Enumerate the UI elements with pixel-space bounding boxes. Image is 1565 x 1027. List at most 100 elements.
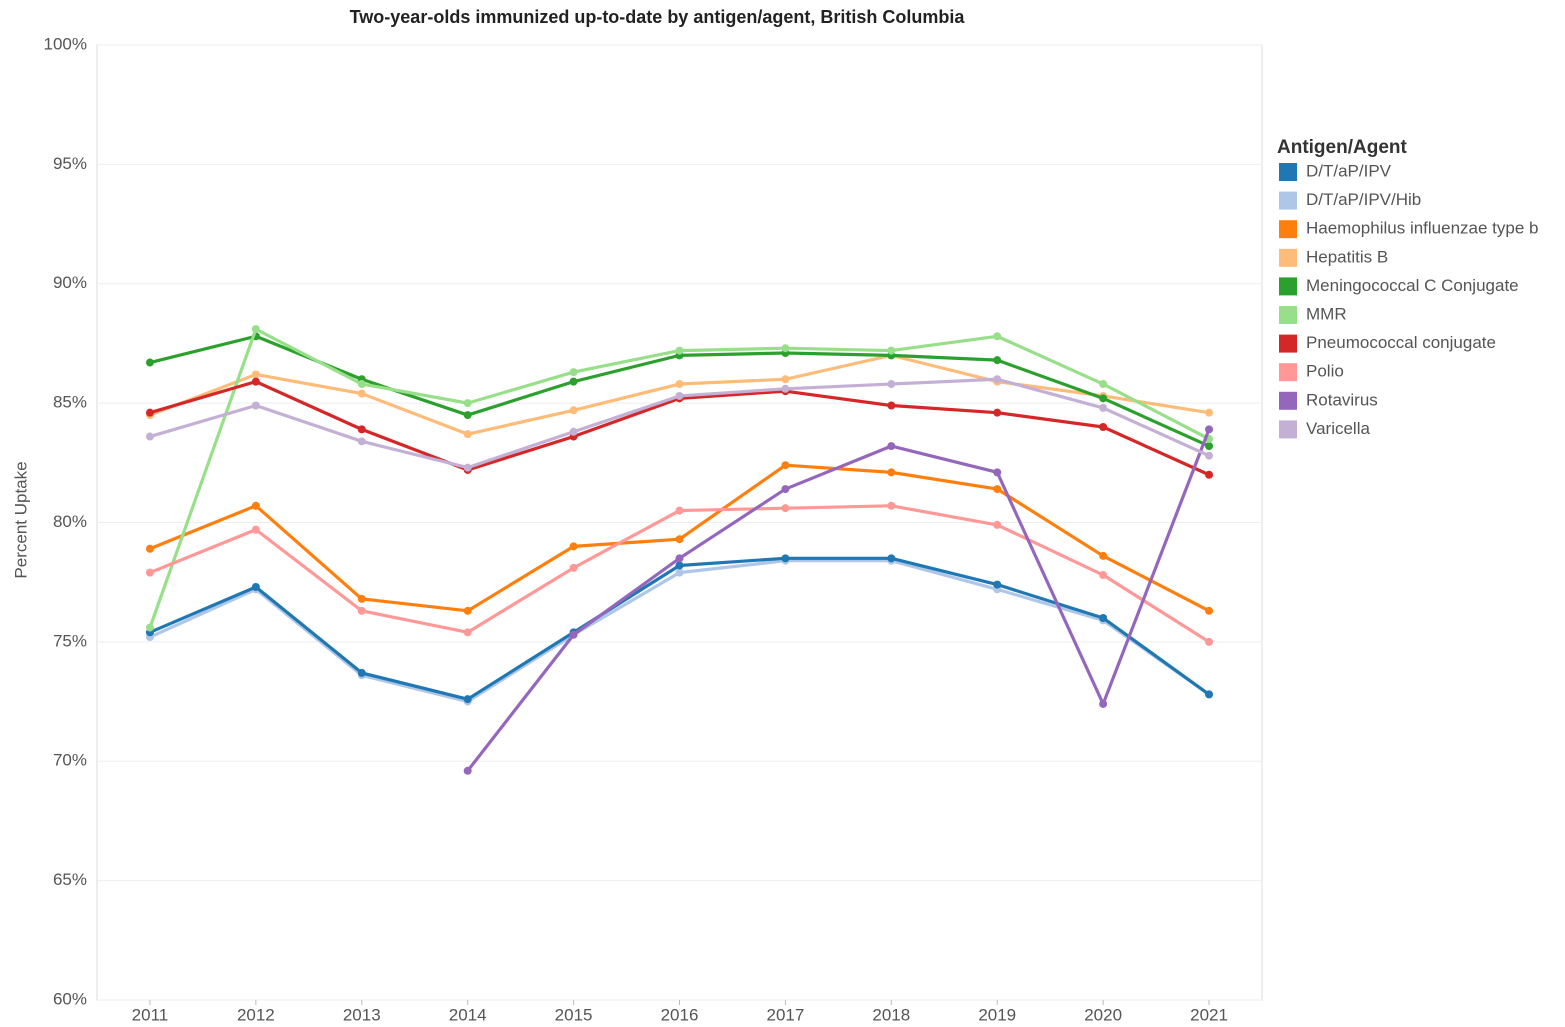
data-point [887,380,896,389]
data-point [1099,614,1108,622]
x-tick-label: 2018 [872,1005,910,1024]
data-point [145,544,154,553]
x-tick-label: 2015 [555,1005,593,1024]
y-tick-label: 85% [53,393,87,412]
data-point [781,375,790,384]
data-point [781,461,790,470]
data-point [993,580,1002,589]
chart-title: Two-year-olds immunized up-to-date by an… [350,7,966,27]
legend-swatch [1279,420,1297,439]
x-tick-label: 2020 [1084,1005,1122,1024]
data-point [1099,571,1108,580]
data-point [357,594,366,603]
legend-swatch [1279,363,1297,382]
y-axis-label: Percent Uptake [11,461,30,578]
data-point [887,346,896,355]
data-point [675,506,684,515]
data-point [463,463,472,472]
data-point [145,358,154,367]
legend-swatch [1279,191,1297,210]
data-point [145,432,154,441]
data-point [781,384,790,393]
data-point [463,606,472,615]
data-point [1205,442,1214,451]
data-point [781,485,790,494]
legend-swatch [1279,391,1297,410]
data-point [145,623,154,632]
y-tick-label: 100% [44,34,87,53]
legend-label: Polio [1306,362,1344,381]
data-point [675,346,684,355]
data-point [993,356,1002,365]
legend-label: Rotavirus [1306,390,1378,409]
data-point [993,485,1002,494]
data-point [357,389,366,398]
data-point [357,668,366,677]
data-point [357,425,366,434]
series-line [148,327,1210,629]
data-point [251,501,260,510]
x-tick-label: 2012 [237,1005,275,1024]
data-point [463,430,472,439]
data-point [887,401,896,410]
data-point [887,442,896,451]
data-point [251,377,260,386]
data-point [993,468,1002,477]
data-point [251,525,260,534]
y-tick-label: 80% [53,512,87,531]
data-point [251,401,260,410]
y-tick-label: 70% [53,751,87,770]
data-point [993,375,1002,384]
data-point [1205,637,1214,646]
series-line [149,556,1210,701]
data-point [463,628,472,637]
data-point [145,568,154,577]
data-point [145,408,154,417]
data-point [569,563,578,572]
data-point [569,542,578,551]
data-point [675,535,684,544]
data-point [675,391,684,400]
legend-label: D/T/aP/IPV [1306,161,1392,180]
legend-label: Pneumococcal conjugate [1306,333,1496,352]
y-tick-label: 65% [53,870,87,889]
x-tick-label: 2019 [978,1005,1016,1024]
y-tick-label: 95% [53,154,87,173]
data-point [781,504,790,513]
legend-swatch [1279,277,1297,296]
data-point [1099,403,1108,412]
data-point [993,332,1002,341]
legend-label: Hepatitis B [1306,247,1388,266]
x-tick-label: 2013 [343,1005,381,1024]
data-point [993,520,1002,529]
data-point [887,554,896,563]
data-point [675,554,684,563]
legend-label: Haemophilus influenzae type b [1306,219,1538,238]
data-point [1205,470,1214,479]
x-tick-label: 2014 [449,1005,487,1024]
data-point [1205,690,1214,699]
x-tick-label: 2021 [1190,1005,1228,1024]
data-point [1205,425,1214,434]
data-point [1099,394,1108,403]
data-point [251,325,260,334]
data-point [1099,423,1108,431]
legend-label: D/T/aP/IPV/Hib [1306,190,1421,209]
legend-swatch [1279,163,1297,181]
data-point [781,554,790,563]
y-tick-label: 75% [53,631,87,650]
data-point [675,380,684,389]
data-point [887,501,896,510]
legend-swatch [1279,334,1297,353]
data-point [1099,699,1108,708]
data-point [463,399,472,408]
x-tick-label: 2017 [766,1005,804,1024]
data-point [463,695,472,704]
y-tick-label: 60% [53,989,87,1008]
data-point [463,766,472,775]
x-tick-label: 2016 [661,1005,699,1024]
data-point [1205,408,1214,417]
legend-swatch [1279,220,1297,239]
data-point [357,380,366,389]
